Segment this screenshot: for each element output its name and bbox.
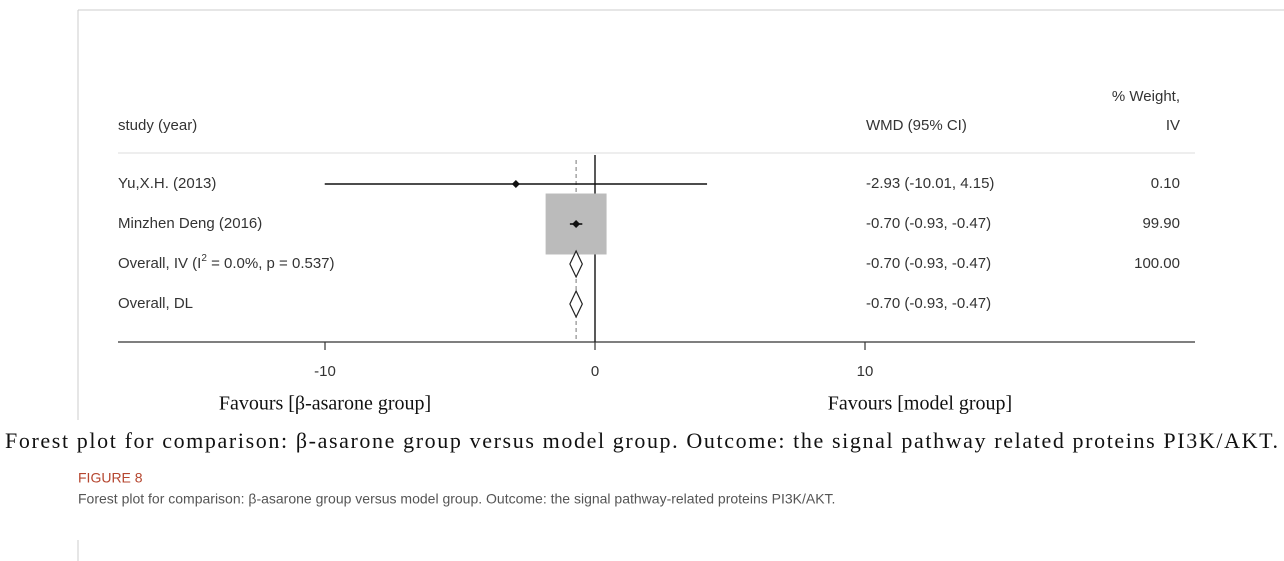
effect-label: -2.93 (-10.01, 4.15)	[866, 175, 994, 192]
effect-label: -0.70 (-0.93, -0.47)	[866, 255, 991, 272]
study-name-part: Overall, IV (I	[118, 255, 201, 272]
weight-label: 99.90	[1142, 215, 1180, 232]
study-name: Overall, IV (I2 = 0.0%, p = 0.537)	[118, 253, 335, 272]
study-name-part: 2	[201, 253, 207, 264]
point-estimate	[511, 180, 520, 188]
study-name: Minzhen Deng (2016)	[118, 215, 262, 232]
column-header: IV	[1166, 117, 1180, 134]
effect-label: -0.70 (-0.93, -0.47)	[866, 295, 991, 312]
effect-label: -0.70 (-0.93, -0.47)	[866, 215, 991, 232]
favours-label: Favours [β-asarone group]	[219, 393, 431, 415]
column-header: WMD (95% CI)	[866, 117, 967, 134]
column-header: % Weight,	[1112, 88, 1180, 105]
figure-caption: Forest plot for comparison: β-asarone gr…	[78, 491, 835, 507]
study-name: Yu,X.H. (2013)	[118, 175, 216, 192]
weight-label: 0.10	[1151, 175, 1180, 192]
figure-label: FIGURE 8	[78, 470, 143, 486]
image-caption: Forest plot for comparison: β-asarone gr…	[5, 428, 1278, 453]
point-estimate	[572, 220, 581, 228]
x-tick-label: 0	[591, 363, 599, 380]
study-name-part: = 0.0%, p = 0.537)	[207, 255, 335, 272]
column-header: study (year)	[118, 117, 197, 134]
x-tick-label: 10	[857, 363, 874, 380]
favours-label: Favours [model group]	[828, 393, 1012, 415]
weight-label: 100.00	[1134, 255, 1180, 272]
x-tick-label: -10	[314, 363, 336, 380]
study-name: Overall, DL	[118, 295, 193, 312]
pooled-diamond	[569, 289, 583, 319]
pooled-diamond	[569, 249, 583, 279]
